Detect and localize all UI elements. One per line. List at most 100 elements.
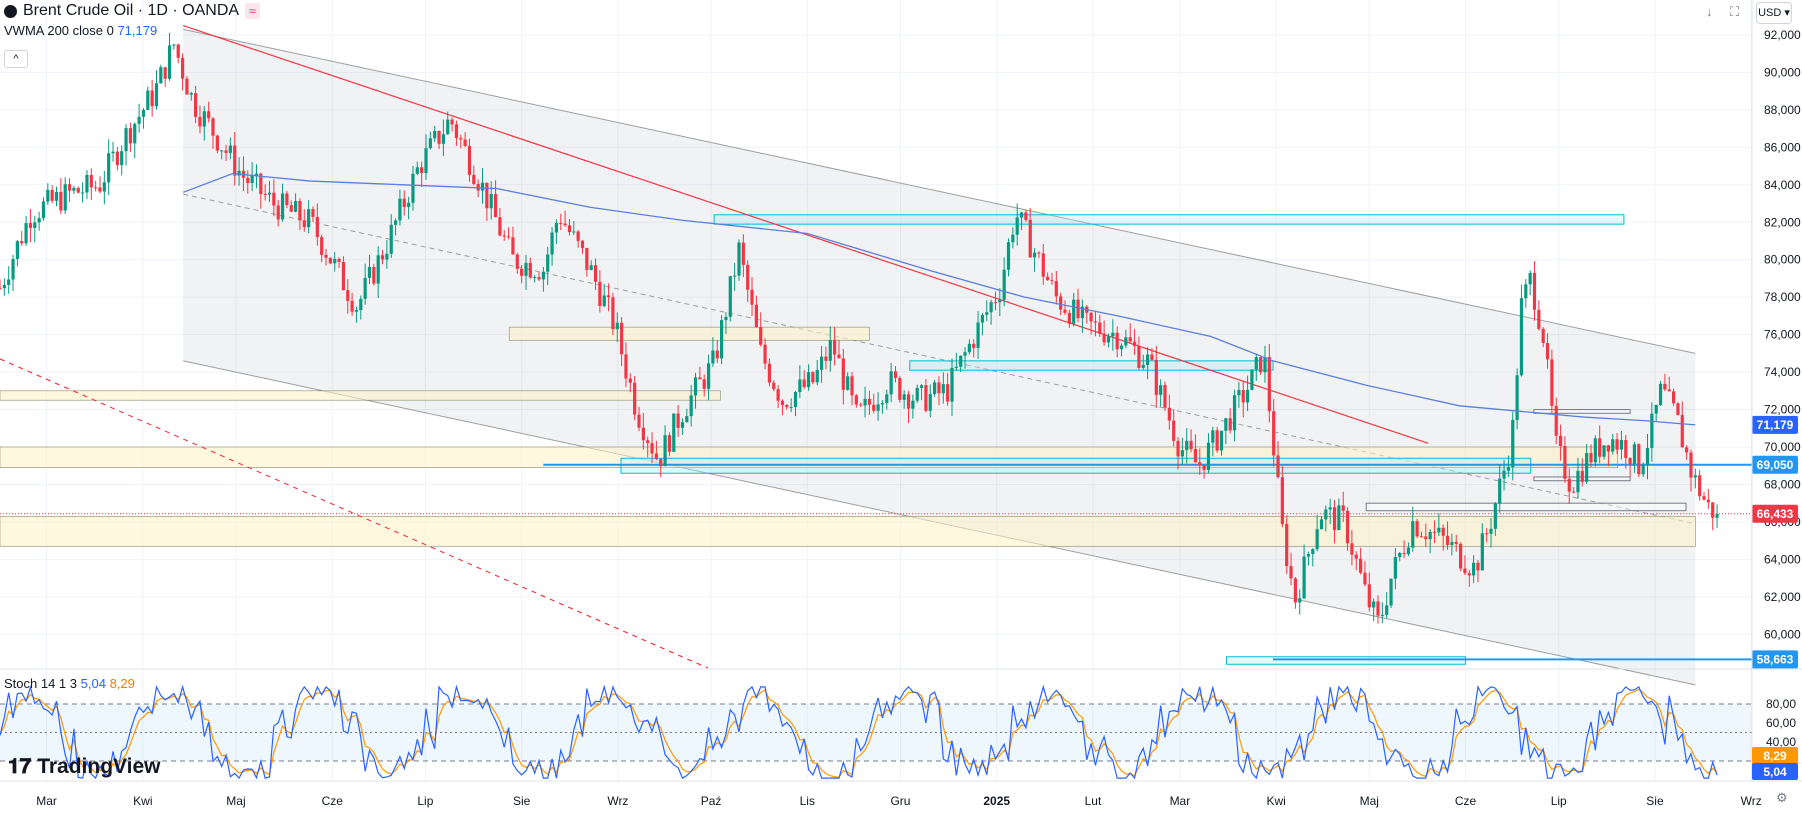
stoch-legend[interactable]: Stoch 14 1 3 5,04 8,29: [4, 676, 135, 691]
candle-body: [1419, 536, 1424, 538]
zone-gray: [1533, 409, 1631, 414]
candle-body: [302, 220, 306, 228]
candle-body: [1337, 505, 1341, 531]
time-tick-label: 2025: [983, 794, 1010, 808]
price-label-box: [1752, 650, 1798, 669]
candle-body: [1593, 438, 1597, 463]
stoch-label: Stoch 14 1 3: [4, 676, 77, 691]
candle-body: [563, 223, 567, 226]
candle-body: [676, 413, 680, 428]
symbol-title[interactable]: Brent Crude Oil · 1D · OANDA: [23, 2, 240, 19]
price-label-text: 71,179: [1757, 418, 1794, 432]
dashed-trendline: [0, 358, 709, 669]
candle-body: [320, 237, 324, 255]
price-label-box: [1752, 455, 1798, 474]
candle-body: [215, 135, 219, 151]
candle-body: [1232, 395, 1237, 431]
candle-body: [159, 67, 163, 84]
candle-body: [76, 187, 80, 193]
candle-body: [524, 262, 528, 276]
candle-body: [1702, 496, 1706, 500]
candle-body: [780, 400, 785, 405]
data-status-badge[interactable]: ≈: [245, 3, 260, 19]
fullscreen-icon[interactable]: ⛶: [1730, 4, 1740, 19]
candle-body: [1224, 418, 1228, 431]
candle-body: [354, 310, 359, 312]
candle-body: [863, 398, 867, 406]
candle-body: [107, 153, 111, 183]
candle-body: [1332, 507, 1337, 531]
candle-body: [872, 404, 876, 411]
candle-body: [172, 44, 176, 46]
candle-body: [1541, 328, 1545, 344]
candle-body: [72, 187, 76, 191]
zone-cyan: [713, 214, 1625, 225]
candle-body: [1424, 536, 1428, 540]
candle-body: [824, 356, 828, 361]
candle-body: [385, 253, 389, 260]
candle-body: [411, 173, 415, 203]
candle-body: [446, 119, 450, 135]
candle-body: [489, 193, 493, 209]
candle-body: [293, 201, 298, 212]
candle-body: [924, 385, 928, 411]
candle-body: [1506, 467, 1511, 471]
candle-body: [628, 378, 632, 383]
candle-body: [1441, 527, 1445, 536]
candle-body: [624, 354, 628, 379]
candle-body: [1489, 528, 1493, 534]
candle-body: [502, 235, 506, 237]
candle-body: [1598, 438, 1602, 457]
candle-body: [472, 174, 476, 184]
candle-body: [276, 205, 280, 220]
candle-body: [1606, 445, 1610, 452]
candle-body: [7, 279, 11, 285]
candle-body: [380, 255, 385, 260]
candle-body: [1380, 614, 1384, 616]
candle-body: [776, 389, 780, 401]
candle-body: [885, 394, 889, 404]
candle-body: [259, 173, 263, 195]
candle-body: [359, 298, 363, 311]
candle-body: [511, 237, 515, 255]
candle-body: [1345, 510, 1350, 544]
candle-body: [1059, 296, 1063, 310]
candle-body: [580, 240, 585, 248]
chart-header: Brent Crude Oil · 1D · OANDA ≈: [4, 2, 260, 20]
candle-body: [1306, 554, 1311, 557]
candle-body: [1698, 475, 1702, 497]
candle-body: [1354, 554, 1358, 559]
time-tick-label: Cze: [1455, 794, 1477, 808]
collapse-legend-button[interactable]: ^: [4, 50, 28, 68]
settings-gear-icon[interactable]: ⚙: [1776, 790, 1788, 805]
candle-body: [146, 90, 150, 110]
candle-body: [593, 265, 598, 282]
candle-body: [437, 131, 441, 144]
candle-body: [463, 139, 467, 146]
candle-body: [515, 254, 519, 269]
candle-body: [1150, 354, 1154, 360]
candle-body: [615, 322, 619, 330]
candle-body: [1250, 369, 1254, 390]
candle-body: [1680, 415, 1684, 448]
chevron-up-icon: ^: [13, 53, 19, 65]
candle-body: [1350, 543, 1354, 555]
time-tick-label: Maj: [226, 794, 245, 808]
candle-body: [1402, 552, 1406, 554]
time-tick-label: Mar: [36, 794, 57, 808]
candle-body: [50, 189, 54, 201]
candle-body: [702, 379, 706, 389]
candle-body: [1067, 312, 1071, 324]
download-icon[interactable]: ↓: [1706, 4, 1713, 19]
candle-body: [837, 354, 841, 359]
candle-body: [1019, 212, 1024, 218]
candle-body: [98, 187, 102, 192]
vwma-legend[interactable]: VWMA 200 close 0 71,179: [4, 23, 157, 38]
price-tick-label: 76,000: [1764, 328, 1801, 342]
currency-selector[interactable]: USD ▾: [1756, 2, 1792, 24]
candle-body: [389, 224, 393, 254]
candle-body: [1515, 375, 1519, 420]
